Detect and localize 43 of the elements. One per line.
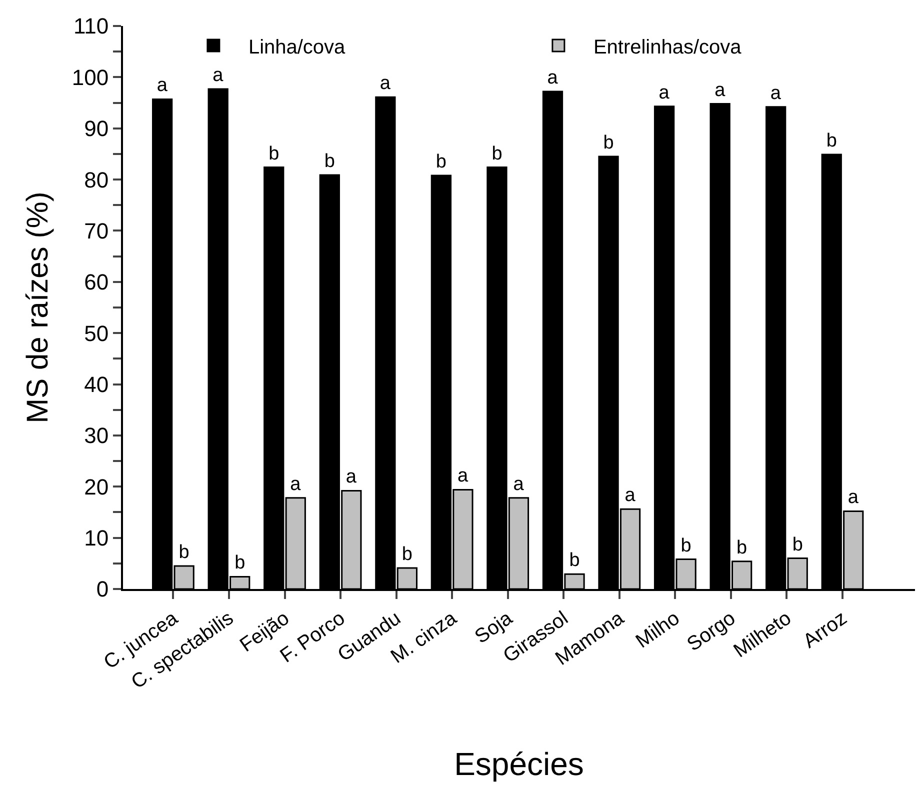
y-tick-label: 50 <box>84 320 109 346</box>
data-label: b <box>680 535 692 556</box>
y-axis-title: MS de raízes (%) <box>21 192 54 424</box>
data-label: a <box>290 474 302 495</box>
y-tick-label: 100 <box>72 64 109 90</box>
data-label: b <box>178 542 190 563</box>
data-label: a <box>658 82 670 104</box>
y-tick-label: 110 <box>74 14 109 39</box>
data-label: a <box>380 73 391 94</box>
y-tick-label: 30 <box>84 423 109 448</box>
y-tick-label: 70 <box>84 218 109 244</box>
data-label: a <box>714 80 726 101</box>
data-label: a <box>513 474 524 495</box>
data-label: b <box>569 550 580 572</box>
data-label: a <box>624 485 636 506</box>
data-label: b <box>492 143 502 164</box>
data-label: b <box>603 132 614 154</box>
data-label: b <box>268 143 280 164</box>
data-label: a <box>848 487 859 508</box>
legend-label: Entrelinhas/cova <box>593 36 742 58</box>
data-label: b <box>324 150 335 172</box>
y-tick-label: 20 <box>84 474 109 500</box>
data-label: b <box>736 537 748 558</box>
data-label: a <box>346 466 357 488</box>
data-label: b <box>402 544 412 566</box>
data-label: a <box>547 68 558 89</box>
data-label: b <box>234 552 246 574</box>
y-tick-label: 40 <box>84 372 109 397</box>
data-label: b <box>436 151 446 172</box>
x-tick-label: Milho <box>632 607 684 653</box>
data-label: b <box>792 534 803 556</box>
y-tick-label: 60 <box>84 270 109 295</box>
data-label: a <box>457 466 468 487</box>
data-label: a <box>156 75 168 96</box>
x-axis-title: Espécies <box>454 746 584 782</box>
data-label: a <box>770 82 782 104</box>
y-tick-label: 0 <box>96 576 109 602</box>
legend-label: Linha/cova <box>248 36 346 58</box>
y-tick-label: 90 <box>84 116 109 142</box>
data-label: b <box>826 130 837 152</box>
y-tick-label: 10 <box>84 526 109 551</box>
data-label: a <box>212 64 224 86</box>
y-tick-label: 80 <box>84 167 109 192</box>
